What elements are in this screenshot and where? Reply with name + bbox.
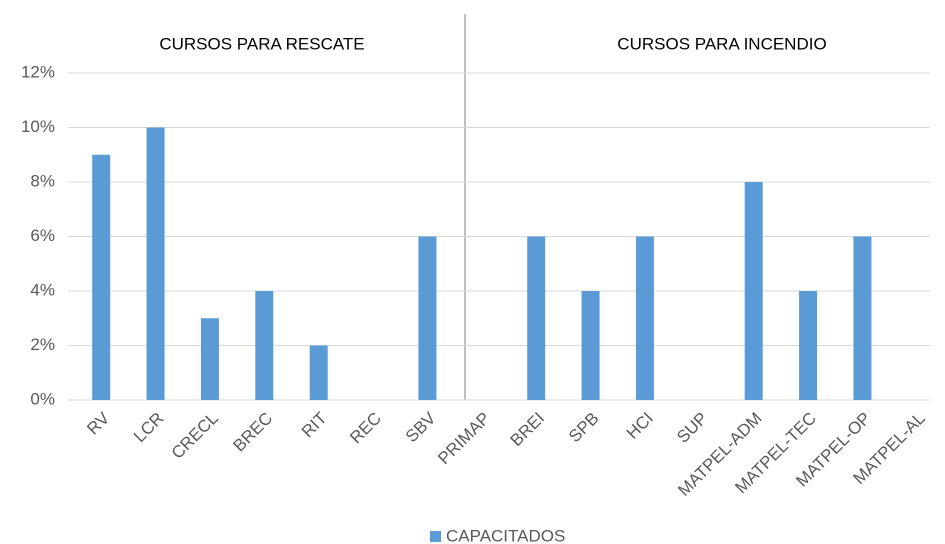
y-tick-label: 10% xyxy=(21,117,55,136)
y-tick-label: 6% xyxy=(30,226,55,245)
bar xyxy=(799,291,818,400)
y-tick-label: 12% xyxy=(21,62,55,81)
legend-swatch xyxy=(430,531,441,542)
x-tick-label: SPB xyxy=(565,409,602,446)
x-tick-label: HCI xyxy=(623,409,657,443)
x-tick-label: SBV xyxy=(402,408,440,446)
y-tick-label: 4% xyxy=(30,280,55,299)
x-tick-label: CRECL xyxy=(168,409,222,463)
bar xyxy=(146,127,165,400)
legend-label: CAPACITADOS xyxy=(446,526,565,544)
section-label: CURSOS PARA INCENDIO xyxy=(617,34,826,53)
bar xyxy=(527,236,546,400)
bar xyxy=(255,291,274,400)
bar xyxy=(92,154,111,400)
y-tick-label: 0% xyxy=(30,389,55,408)
bar xyxy=(309,345,328,400)
bar xyxy=(418,236,437,400)
bar xyxy=(744,182,763,400)
bar xyxy=(853,236,872,400)
x-tick-label: BREC xyxy=(229,409,276,456)
bar xyxy=(581,291,600,400)
x-tick-label: RV xyxy=(83,408,113,438)
x-tick-label: LCR xyxy=(130,409,167,446)
y-tick-label: 8% xyxy=(30,171,55,190)
x-tick-label: SUP xyxy=(673,409,711,447)
x-tick-label: REC xyxy=(346,409,385,448)
bar xyxy=(635,236,654,400)
bar xyxy=(200,318,219,400)
x-tick-label: RIT xyxy=(298,409,331,442)
section-label: CURSOS PARA RESCATE xyxy=(159,34,364,53)
x-tick-label: BREI xyxy=(507,409,548,450)
y-tick-label: 2% xyxy=(30,335,55,354)
x-tick-label: PRIMAP xyxy=(434,409,494,469)
